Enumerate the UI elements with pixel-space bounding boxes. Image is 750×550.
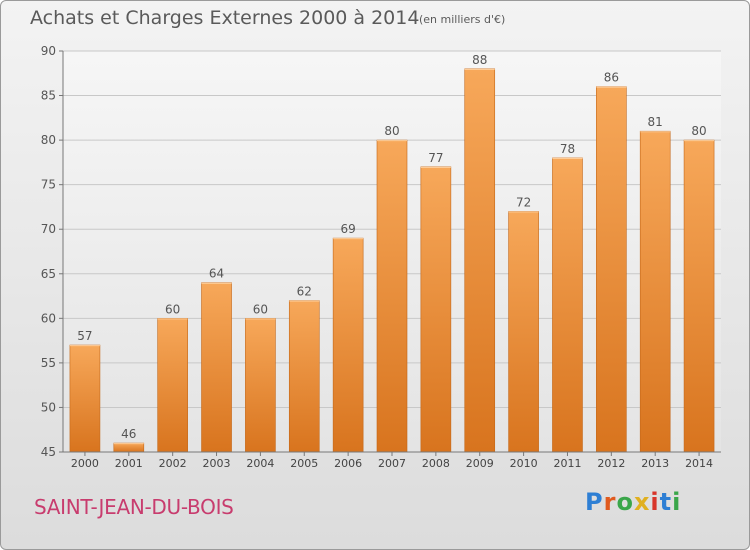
- chart-title: Achats et Charges Externes 2000 à 2014: [30, 7, 420, 29]
- x-tick-label: 2005: [290, 457, 318, 470]
- logo-letter: i: [650, 488, 660, 516]
- place-name: SAINT-JEAN-DU-BOIS: [34, 495, 234, 519]
- data-label: 81: [648, 115, 663, 129]
- bar-2010: [508, 211, 539, 453]
- y-tick-label: 60: [41, 311, 56, 325]
- bar-2003: [201, 282, 232, 453]
- proxiti-logo: Proxiti: [585, 488, 681, 516]
- x-tick-label: 2014: [685, 457, 713, 470]
- bar-2012: [596, 86, 627, 453]
- logo-letter: i: [672, 488, 682, 516]
- x-tick-label: 2002: [159, 457, 187, 470]
- bar-2011: [552, 157, 583, 453]
- bar-2005: [288, 300, 320, 453]
- data-label: 78: [560, 142, 575, 156]
- logo-letter: r: [603, 488, 617, 516]
- x-tick-label: 2004: [246, 457, 274, 470]
- data-label: 62: [297, 285, 312, 299]
- logo-letter: P: [585, 488, 604, 516]
- bar-2001: [113, 442, 145, 453]
- y-tick-label: 50: [41, 400, 56, 414]
- x-tick-label: 2008: [422, 457, 450, 470]
- data-label: 64: [209, 267, 224, 281]
- data-label: 69: [340, 222, 355, 236]
- x-tick-label: 2009: [466, 457, 494, 470]
- bar-2009: [464, 68, 496, 453]
- x-tick-label: 2003: [203, 457, 231, 470]
- bar-2006: [332, 237, 364, 453]
- data-label: 72: [516, 195, 531, 209]
- y-tick-label: 55: [41, 356, 56, 370]
- x-tick-label: 2007: [378, 457, 406, 470]
- y-tick-label: 75: [41, 178, 56, 192]
- data-label: 80: [384, 124, 399, 138]
- data-label: 57: [77, 329, 92, 343]
- logo-letter: x: [633, 488, 651, 516]
- x-tick-label: 2011: [553, 457, 581, 470]
- x-tick-label: 2000: [71, 457, 99, 470]
- data-label: 88: [472, 53, 487, 67]
- data-label: 60: [253, 302, 268, 316]
- bar-2007: [376, 139, 408, 453]
- y-tick-label: 45: [41, 445, 56, 459]
- data-label: 80: [691, 124, 706, 138]
- logo-letter: t: [659, 488, 673, 516]
- data-label: 46: [121, 427, 136, 441]
- bar-2013: [639, 130, 671, 453]
- y-tick-label: 90: [41, 44, 56, 58]
- x-tick-label: 2010: [510, 457, 538, 470]
- data-label: 77: [428, 151, 443, 165]
- data-label: 60: [165, 302, 180, 316]
- logo-letter: o: [616, 488, 634, 516]
- bar-2004: [245, 318, 276, 453]
- y-tick-label: 80: [41, 133, 56, 147]
- x-tick-label: 2006: [334, 457, 362, 470]
- y-tick-label: 65: [41, 267, 56, 281]
- bar-2002: [157, 318, 188, 453]
- y-tick-label: 85: [41, 89, 56, 103]
- bar-2014: [683, 139, 715, 453]
- x-tick-label: 2001: [115, 457, 143, 470]
- bar-2000: [69, 344, 101, 453]
- data-label: 86: [604, 71, 619, 85]
- bar-2008: [420, 166, 452, 453]
- x-tick-label: 2012: [597, 457, 625, 470]
- x-tick-label: 2013: [641, 457, 669, 470]
- y-tick-label: 70: [41, 222, 56, 236]
- chart-unit-note: (en milliers d'€): [419, 13, 506, 26]
